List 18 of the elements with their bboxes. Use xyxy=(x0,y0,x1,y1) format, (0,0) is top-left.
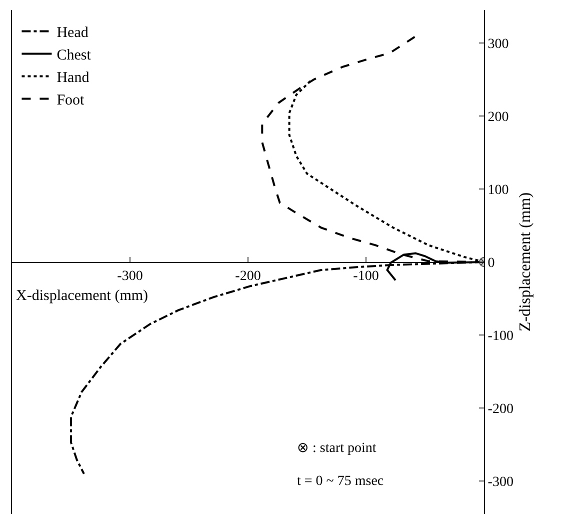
x-tick-label: -100 xyxy=(353,268,379,284)
legend-label: Head xyxy=(56,25,89,42)
y-tick-label: 100 xyxy=(488,182,509,198)
y-axis-title: Z-displacement (mm) xyxy=(517,192,534,332)
y-tick-label: 0 xyxy=(488,256,495,271)
annotation: ⊗ : start point xyxy=(297,441,376,456)
x-axis-title: X-displacement (mm) xyxy=(16,288,148,304)
x-tick-label: -200 xyxy=(235,268,261,284)
y-tick-label: -100 xyxy=(488,328,514,344)
legend-label: Chest xyxy=(56,48,92,64)
x-tick-label: -300 xyxy=(117,268,143,284)
y-tick-label: -200 xyxy=(488,402,514,417)
y-tick-label: 300 xyxy=(488,36,509,52)
legend-label: Foot xyxy=(56,92,86,109)
legend-label: Hand xyxy=(56,70,90,86)
y-tick-label: -300 xyxy=(488,475,514,490)
y-tick-label: 200 xyxy=(488,110,509,125)
annotation: t = 0 ~ 75 msec xyxy=(297,474,384,489)
